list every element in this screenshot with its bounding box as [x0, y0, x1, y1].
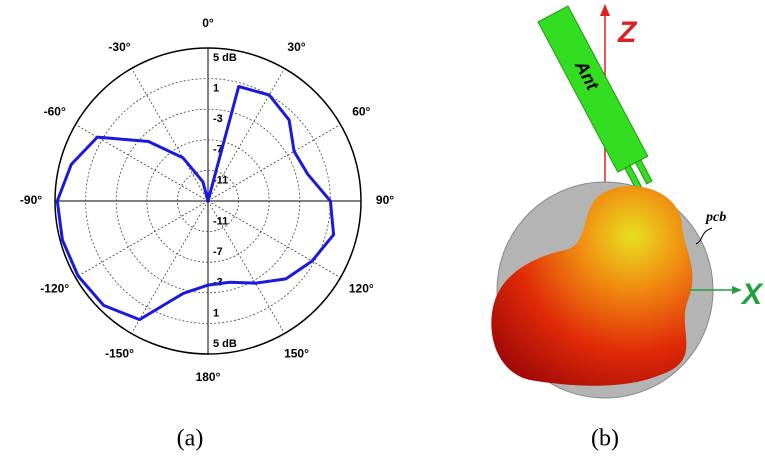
z-label: Z: [617, 16, 638, 49]
r-tick-label: -7: [213, 246, 223, 258]
panel-b: Z Ant X pcb (b): [491, 4, 764, 452]
ring: [176, 169, 239, 232]
spoke: [207, 68, 285, 202]
spoke: [131, 200, 209, 334]
spoke: [75, 200, 209, 278]
x-label: X: [740, 278, 764, 311]
polar-chart: 0° 30° 60° 90° 120° 150° 180° -150° -120° -90° -60…: [20, 16, 394, 384]
angle-label: 90°: [376, 193, 394, 207]
angle-label: -60°: [44, 105, 66, 119]
angle-label: -90°: [20, 193, 42, 207]
ring: [146, 139, 270, 263]
r-tick-label: 5 dB: [213, 52, 237, 64]
x-arrow: [732, 286, 742, 294]
angle-label: 60°: [352, 105, 370, 119]
angle-label: -120°: [40, 282, 69, 296]
r-tick-label: -3: [213, 113, 223, 125]
r-tick-label: 1: [213, 307, 219, 319]
r-tick-label: -11: [213, 216, 228, 228]
r-tick-label: -11: [213, 174, 228, 186]
radiation-pattern-3d: [491, 186, 693, 386]
angle-label: 0°: [202, 16, 214, 30]
z-arrow: [600, 4, 610, 16]
pcb-label: pcb: [705, 210, 726, 225]
r-tick-label: -7: [213, 144, 223, 156]
r-tick-label: 5 dB: [213, 338, 237, 350]
ring: [54, 47, 362, 355]
pcb-pointer: [695, 227, 713, 245]
caption: (a): [177, 426, 204, 452]
spoke: [75, 124, 209, 202]
angle-label: 180°: [196, 370, 221, 384]
spoke: [207, 200, 341, 278]
angle-label: 120°: [349, 282, 374, 296]
angle-label: 30°: [287, 40, 305, 54]
pattern-line: [55, 85, 336, 322]
antenna: Ant: [537, 5, 653, 191]
spoke: [207, 200, 285, 334]
caption: (b): [591, 426, 619, 452]
angle-label: 150°: [284, 346, 309, 360]
r-tick-label: 1: [213, 83, 219, 95]
ring: [115, 108, 301, 294]
angle-label: -30°: [108, 40, 130, 54]
spoke: [207, 124, 341, 202]
spoke: [131, 68, 209, 202]
angle-label: -150°: [105, 346, 134, 360]
